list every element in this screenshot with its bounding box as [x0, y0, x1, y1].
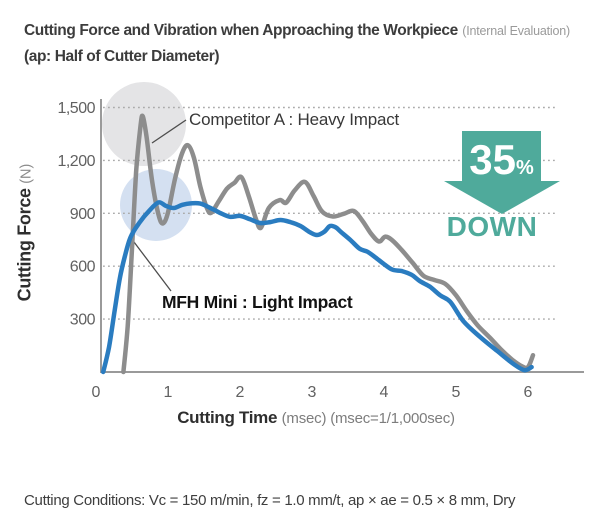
x-tick-label: 2: [236, 384, 245, 401]
reduction-down-text: DOWN: [446, 211, 538, 242]
x-tick-label: 1: [164, 384, 173, 401]
y-tick-label: 300: [70, 312, 96, 329]
chart-subtitle: (ap: Half of Cutter Diameter): [24, 48, 220, 65]
cutting-conditions: Cutting Conditions: Vc = 150 m/min, fz =…: [24, 446, 594, 510]
x-axis-title-unit: (msec) (msec=1/1,000sec): [281, 410, 455, 427]
x-tick-label: 3: [308, 384, 317, 401]
y-tick-label: 900: [70, 206, 96, 223]
x-tick-label: 5: [452, 384, 461, 401]
y-axis-title-unit: (N): [18, 163, 35, 184]
reduction-value: 35: [469, 136, 516, 183]
reduction-arrow-stem: 35 %: [462, 131, 541, 183]
header: Cutting Force and Vibration when Approac…: [24, 18, 594, 70]
y-tick-label: 600: [70, 259, 96, 276]
y-tick-label: 1,500: [57, 100, 95, 117]
chart-title-note: (Internal Evaluation): [462, 24, 570, 38]
x-tick-label: 6: [524, 384, 533, 401]
x-axis-title-main: Cutting Time: [177, 408, 278, 427]
conditions-line1: Cutting Conditions: Vc = 150 m/min, fz =…: [24, 492, 516, 509]
mfh-leader-line: [133, 241, 172, 292]
x-tick-label: 0: [92, 384, 101, 401]
competitor-series-label: Competitor A : Heavy Impact: [189, 110, 400, 129]
competitor-leader-line: [151, 119, 187, 144]
chart-title-line1: Cutting Force and Vibration when Approac…: [24, 18, 594, 44]
x-axis-title: Cutting Time (msec) (msec=1/1,000sec): [96, 408, 536, 428]
y-tick-label: 1,200: [57, 153, 95, 170]
competitor-curve: [121, 113, 536, 375]
y-axis-title: Cutting Force (N): [15, 123, 36, 343]
percent-sign: %: [515, 157, 534, 179]
y-axis-title-main: Cutting Force: [14, 188, 35, 302]
mfh-curve: [100, 200, 534, 375]
mfh-series-label: MFH Mini : Light Impact: [162, 292, 353, 312]
x-tick-label: 4: [380, 384, 389, 401]
reduction-arrow-head-icon: [444, 181, 560, 214]
chart-title: Cutting Force and Vibration when Approac…: [24, 22, 458, 39]
